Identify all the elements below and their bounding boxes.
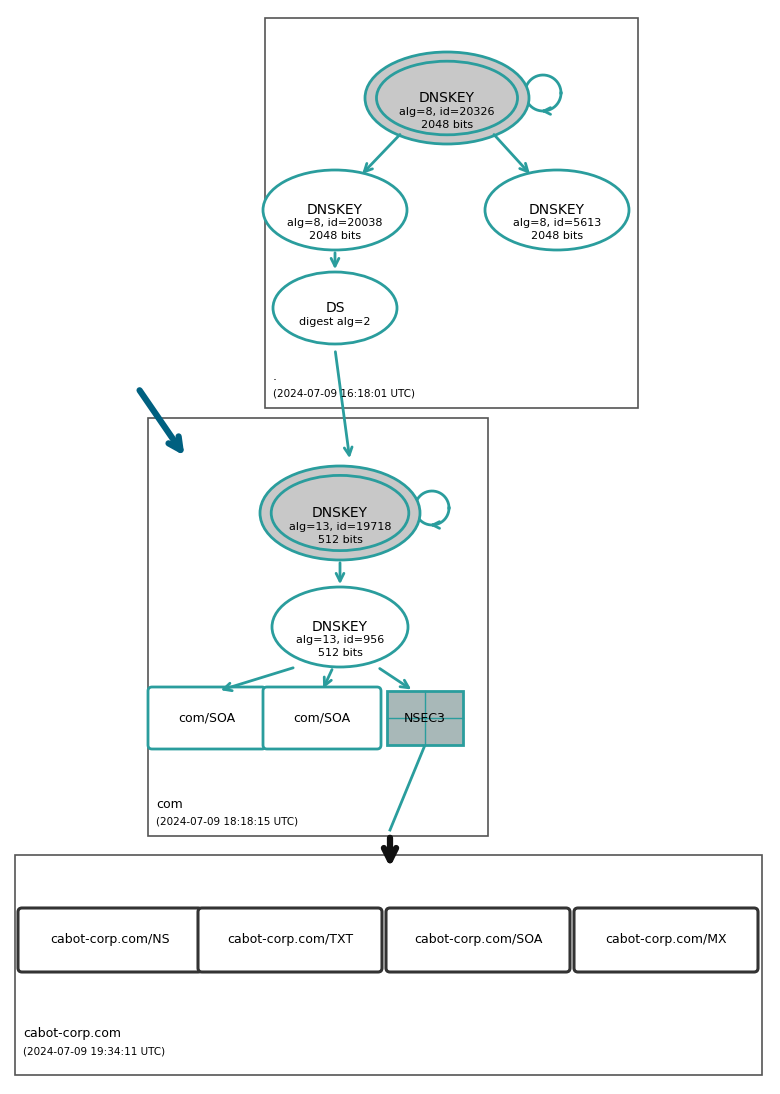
Ellipse shape <box>273 272 397 344</box>
Text: digest alg=2: digest alg=2 <box>300 317 370 327</box>
FancyBboxPatch shape <box>18 908 202 971</box>
Text: DNSKEY: DNSKEY <box>312 620 368 635</box>
Text: 2048 bits: 2048 bits <box>531 231 583 241</box>
Ellipse shape <box>260 466 420 560</box>
Text: .: . <box>273 370 277 383</box>
Text: alg=8, id=20038: alg=8, id=20038 <box>287 218 383 228</box>
Text: (2024-07-09 19:34:11 UTC): (2024-07-09 19:34:11 UTC) <box>23 1047 165 1057</box>
Ellipse shape <box>271 476 409 550</box>
Text: cabot-corp.com/NS: cabot-corp.com/NS <box>50 933 170 946</box>
FancyBboxPatch shape <box>386 908 570 971</box>
Text: 512 bits: 512 bits <box>317 648 363 657</box>
Ellipse shape <box>365 53 529 144</box>
Text: alg=13, id=19718: alg=13, id=19718 <box>289 522 392 532</box>
Bar <box>148 418 488 836</box>
Text: DS: DS <box>325 301 345 315</box>
Text: alg=13, id=956: alg=13, id=956 <box>296 635 384 645</box>
Text: com: com <box>156 798 183 811</box>
Text: cabot-corp.com/SOA: cabot-corp.com/SOA <box>414 933 542 946</box>
Text: DNSKEY: DNSKEY <box>312 507 368 520</box>
Ellipse shape <box>272 587 408 667</box>
Text: (2024-07-09 18:18:15 UTC): (2024-07-09 18:18:15 UTC) <box>156 816 298 826</box>
Text: 512 bits: 512 bits <box>317 535 363 545</box>
Text: alg=8, id=5613: alg=8, id=5613 <box>513 218 601 228</box>
Text: cabot-corp.com: cabot-corp.com <box>23 1027 121 1040</box>
Text: DNSKEY: DNSKEY <box>307 203 363 217</box>
Text: (2024-07-09 16:18:01 UTC): (2024-07-09 16:18:01 UTC) <box>273 388 415 398</box>
Ellipse shape <box>485 170 629 251</box>
Text: com/SOA: com/SOA <box>293 711 350 724</box>
Text: 2048 bits: 2048 bits <box>421 120 473 130</box>
Bar <box>15 856 762 1075</box>
Text: NSEC3: NSEC3 <box>404 711 446 724</box>
Text: cabot-corp.com/TXT: cabot-corp.com/TXT <box>227 933 353 946</box>
FancyBboxPatch shape <box>198 908 382 971</box>
Text: 2048 bits: 2048 bits <box>309 231 361 241</box>
FancyBboxPatch shape <box>263 687 381 749</box>
FancyBboxPatch shape <box>148 687 266 749</box>
FancyBboxPatch shape <box>574 908 758 971</box>
Text: DNSKEY: DNSKEY <box>419 91 475 105</box>
Text: com/SOA: com/SOA <box>179 711 236 724</box>
Ellipse shape <box>377 61 517 135</box>
Bar <box>387 691 463 745</box>
Text: alg=8, id=20326: alg=8, id=20326 <box>399 107 495 117</box>
Text: DNSKEY: DNSKEY <box>529 203 585 217</box>
Bar <box>265 18 638 408</box>
Text: cabot-corp.com/MX: cabot-corp.com/MX <box>605 933 727 946</box>
Ellipse shape <box>263 170 407 251</box>
